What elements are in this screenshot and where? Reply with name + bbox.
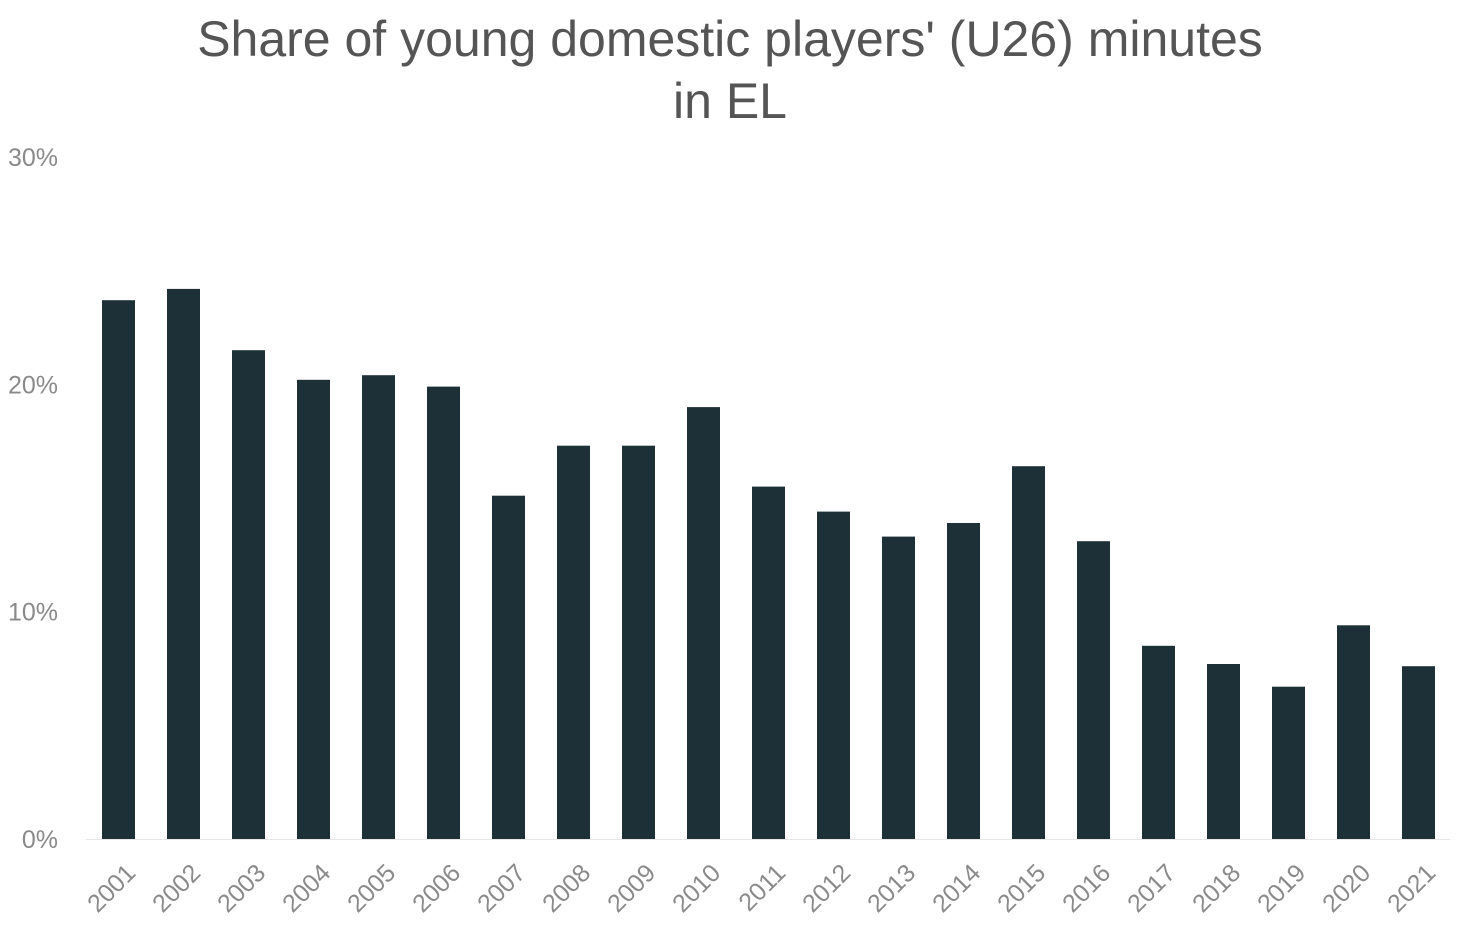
x-tick-label: 2019 [1252, 859, 1311, 918]
x-tick-label: 2013 [862, 859, 921, 918]
x-tick-label: 2004 [277, 859, 336, 918]
x-tick-label: 2015 [992, 859, 1051, 918]
bar-2010 [687, 407, 720, 839]
bar-2020 [1337, 625, 1370, 839]
x-tick-label: 2017 [1122, 859, 1181, 918]
bar-2006 [427, 386, 460, 839]
bar-2007 [492, 495, 525, 839]
bar-2018 [1207, 664, 1240, 839]
bar-2015 [1012, 466, 1045, 839]
bar-2009 [622, 445, 655, 839]
bars [102, 288, 1435, 839]
x-tick-label: 2010 [667, 859, 726, 918]
y-axis-ticks: 0% 10% 20% 30% [8, 144, 58, 854]
x-tick-label: 2006 [407, 859, 466, 918]
x-tick-label: 2002 [147, 859, 206, 918]
x-tick-label: 2021 [1382, 859, 1441, 918]
y-tick-label: 20% [8, 371, 58, 399]
x-tick-label: 2020 [1317, 859, 1376, 918]
chart-title-line-2: in EL [673, 73, 787, 129]
bar-2004 [297, 379, 330, 839]
y-tick-label: 30% [8, 144, 58, 172]
chart-title: Share of young domestic players' (U26) m… [0, 8, 1460, 132]
x-tick-label: 2016 [1057, 859, 1116, 918]
y-tick-label: 10% [8, 599, 58, 627]
x-tick-label: 2003 [212, 859, 271, 918]
bar-2013 [882, 536, 915, 839]
x-tick-label: 2007 [472, 859, 531, 918]
bar-2001 [102, 300, 135, 839]
bar-2014 [947, 523, 980, 839]
bar-2003 [232, 350, 265, 839]
x-tick-label: 2018 [1187, 859, 1246, 918]
bar-2012 [817, 511, 850, 839]
x-tick-label: 2014 [927, 859, 986, 918]
y-tick-label: 0% [22, 826, 58, 854]
bar-2011 [752, 486, 785, 839]
bar-2019 [1272, 686, 1305, 839]
x-axis-ticks: 2001 2002 2003 2004 2005 2006 2007 2008 2009 2010… [82, 859, 1441, 918]
bar-2002 [167, 288, 200, 839]
x-tick-label: 2009 [602, 859, 661, 918]
bar-2008 [557, 445, 590, 839]
x-tick-label: 2012 [797, 859, 856, 918]
bar-2005 [362, 375, 395, 839]
x-tick-label: 2011 [733, 859, 791, 917]
bar-2016 [1077, 541, 1110, 839]
x-tick-label: 2008 [537, 859, 596, 918]
chart-title-line-1: Share of young domestic players' (U26) m… [197, 11, 1263, 67]
x-tick-label: 2005 [342, 859, 401, 918]
x-tick-label: 2001 [82, 859, 141, 918]
bar-2017 [1142, 645, 1175, 839]
bar-2021 [1402, 666, 1435, 839]
